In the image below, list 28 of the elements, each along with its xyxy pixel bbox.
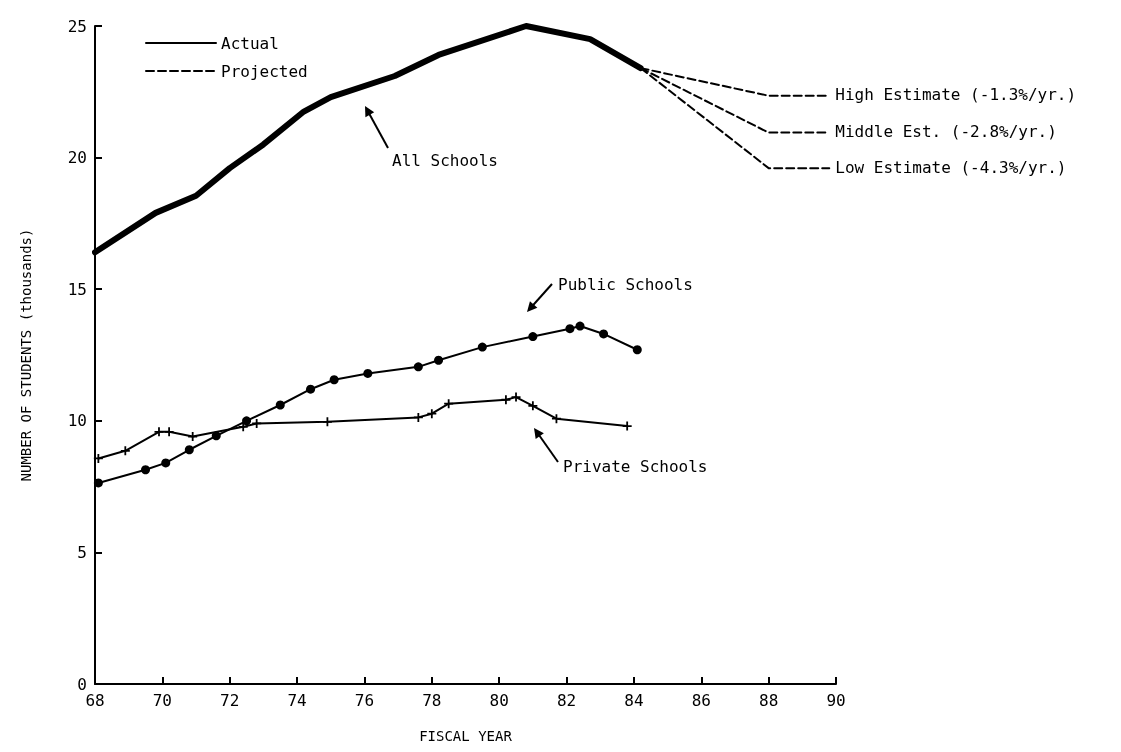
y-tick-label: 5	[77, 542, 87, 562]
y-tick-label: 10	[67, 411, 87, 431]
x-tick-label: 72	[220, 690, 240, 710]
annotation: Private Schools	[563, 456, 708, 476]
x-tick-label: 76	[354, 690, 375, 710]
x-tick-label: 78	[422, 690, 442, 710]
y-tick-label: 0	[77, 674, 87, 694]
y-tick-label: 25	[67, 16, 87, 36]
x-tick-label: 88	[759, 690, 779, 710]
x-tick-label: 82	[556, 690, 577, 710]
x-tick-label: 70	[152, 690, 172, 710]
legend-label: Projected	[221, 61, 308, 81]
x-tick-label: 90	[826, 690, 846, 710]
y-tick-label: 15	[67, 279, 87, 299]
x-axis-title: FISCAL YEAR	[419, 728, 513, 744]
annotation: Low Estimate (-4.3%/yr.)	[835, 157, 1067, 177]
annotation: All Schools	[392, 150, 498, 170]
x-tick-label: 80	[489, 690, 509, 710]
y-tick-label: 20	[67, 148, 87, 168]
x-tick-label: 74	[287, 690, 307, 710]
x-tick-label: 84	[624, 690, 644, 710]
y-axis-title: NUMBER OF STUDENTS (thousands)	[18, 228, 34, 482]
annotation: High Estimate (-1.3%/yr.)	[835, 85, 1077, 105]
x-tick-label: 68	[85, 690, 105, 710]
annotation: Middle Est. (-2.8%/yr.)	[835, 122, 1057, 142]
annotation: Public Schools	[558, 274, 693, 294]
x-tick-label: 86	[691, 690, 711, 710]
legend-label: Actual	[221, 33, 279, 53]
